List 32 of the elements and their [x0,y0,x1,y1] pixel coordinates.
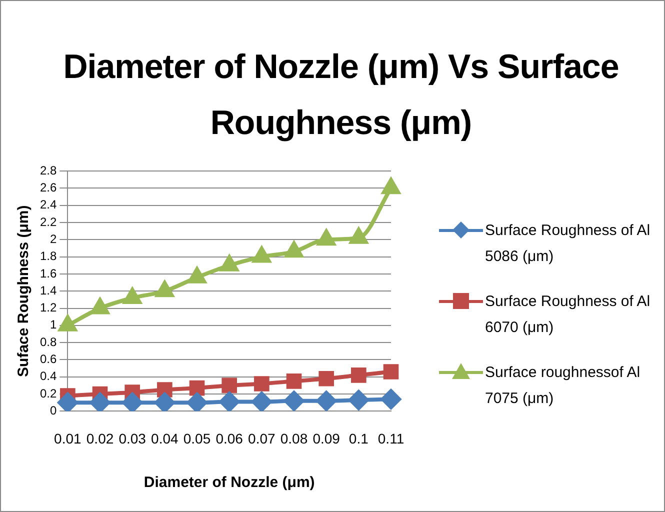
x-tick-label: 0.08 [280,430,308,446]
x-tick-label: 0.11 [378,430,404,446]
x-tick-label: 0.1 [348,430,369,446]
x-tick-label: 0.07 [248,430,276,446]
y-tick-label: 0.4 [40,369,57,384]
y-tick-label: 2.8 [40,163,57,178]
x-axis-title: Diameter of Nozzle (μm) [144,474,315,492]
y-tick-label: 2.2 [40,214,57,229]
y-tick-label: 2.6 [40,180,57,194]
x-tick-label: 0.09 [312,430,340,446]
y-tick-label: 2.4 [40,198,57,212]
y-tick-label: 0.2 [40,386,57,400]
y-tick-label: 1 [50,318,57,332]
x-tick-label: 0.06 [216,430,244,446]
y-tick-label: 0 [50,404,57,418]
y-tick-label: 1.4 [40,283,57,298]
legend-label: Surface roughnessof Al 7075 (μm) [485,363,642,409]
legend-label: Surface Roughness of Al 6070 (μm) [485,292,652,338]
y-tick-label: 0.6 [40,352,57,366]
x-tick-label: 0.01 [54,430,82,446]
y-tick-label: 0.8 [40,334,57,349]
y-tick-label: 1.8 [40,249,57,264]
y-tick-label: 2 [50,232,57,246]
y-axis-title: Suface Roughness (μm) [15,205,32,377]
x-tick-label: 0.05 [183,430,211,446]
legend-label: Surface Roughness of Al 5086 (μm) [485,221,652,267]
y-tick-label: 1.2 [40,300,57,315]
chart-title: Diameter of Nozzle (μm) Vs Surface Roughness (μm) [62,47,620,144]
x-tick-label: 0.03 [118,430,146,446]
x-tick-label: 0.02 [86,430,114,446]
y-tick-label: 1.6 [40,266,57,280]
x-tick-label: 0.04 [151,430,179,446]
